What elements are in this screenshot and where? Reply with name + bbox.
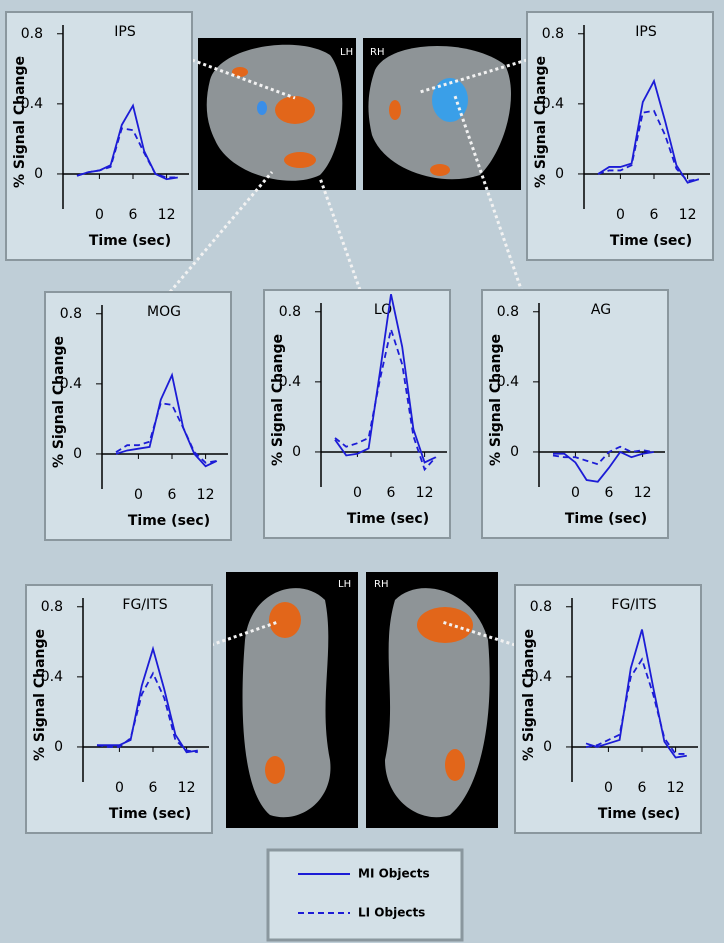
panel-frame — [263, 289, 451, 539]
series-line — [115, 402, 217, 464]
y-axis-label: % Signal Change — [270, 334, 286, 466]
y-tick-label: 0.4 — [279, 374, 301, 390]
y-tick-label: 0.4 — [41, 669, 63, 685]
y-axis-label: % Signal Change — [12, 56, 28, 188]
y-axis-label: % Signal Change — [533, 56, 549, 188]
x-tick-label: 0 — [95, 207, 104, 223]
panel: 0 0.4 0.8 0 6 12 MOG Time (sec) % Signal Change — [44, 291, 232, 541]
x-tick-label: 12 — [667, 780, 685, 796]
y-tick-label: 0 — [543, 739, 552, 755]
x-tick-label: 6 — [168, 487, 177, 503]
legend-label: LI Objects — [358, 906, 425, 920]
y-tick-label: 0.8 — [60, 306, 82, 322]
panel: 0 0.4 0.8 0 6 12 AG Time (sec) % Signal Change — [481, 289, 669, 539]
x-tick-label: 6 — [650, 207, 659, 223]
y-tick-label: 0.8 — [542, 26, 564, 42]
x-tick-label: 12 — [634, 485, 652, 501]
hemisphere-label: RH — [374, 579, 388, 590]
x-axis-label: Time (sec) — [610, 233, 692, 249]
x-tick-label: 6 — [129, 207, 138, 223]
x-tick-label: 0 — [134, 487, 143, 503]
panel-frame — [481, 289, 669, 539]
hemisphere-label: RH — [370, 47, 384, 58]
legend-label: MI Objects — [358, 867, 430, 881]
y-axis-label: % Signal Change — [521, 629, 537, 761]
legend — [266, 848, 464, 942]
x-axis-label: Time (sec) — [598, 806, 680, 822]
panel-frame — [25, 584, 213, 834]
y-tick-label: 0.8 — [530, 599, 552, 615]
y-axis-label: % Signal Change — [51, 336, 67, 468]
series-line — [553, 450, 654, 483]
x-tick-label: 12 — [178, 780, 196, 796]
chart-title: FG/ITS — [611, 597, 656, 613]
hemisphere-label: LH — [340, 47, 353, 58]
y-tick-label: 0.4 — [497, 374, 519, 390]
panel: 0 0.4 0.8 0 6 12 FG/ITS Time (sec) % Signal Chan… — [25, 584, 213, 834]
x-axis-label: Time (sec) — [565, 511, 647, 527]
x-tick-label: 0 — [353, 485, 362, 501]
y-tick-label: 0.4 — [21, 96, 43, 112]
panel: 0 0.4 0.8 0 6 12 FG/ITS Time (sec) % Signal Chan… — [514, 584, 702, 834]
x-tick-label: 6 — [149, 780, 158, 796]
x-tick-label: 12 — [416, 485, 434, 501]
y-tick-label: 0 — [555, 166, 564, 182]
y-tick-label: 0 — [73, 446, 82, 462]
panel-frame — [44, 291, 232, 541]
x-tick-label: 0 — [571, 485, 580, 501]
series-line — [76, 127, 178, 179]
chart-title: MOG — [147, 304, 181, 320]
x-axis-label: Time (sec) — [128, 513, 210, 529]
series-line — [334, 325, 437, 472]
series-line — [552, 445, 654, 466]
y-tick-label: 0.8 — [279, 304, 301, 320]
y-tick-label: 0 — [54, 739, 63, 755]
y-tick-label: 0.8 — [41, 599, 63, 615]
x-axis-label: Time (sec) — [89, 233, 171, 249]
x-axis-label: Time (sec) — [109, 806, 191, 822]
hemisphere-label: LH — [338, 579, 351, 590]
panel-frame — [5, 11, 193, 261]
y-tick-label: 0.4 — [530, 669, 552, 685]
x-tick-label: 12 — [197, 487, 215, 503]
x-tick-label: 0 — [616, 207, 625, 223]
series-line — [97, 645, 198, 754]
x-tick-label: 0 — [604, 780, 613, 796]
brain-top — [198, 38, 521, 190]
chart-title: FG/ITS — [122, 597, 167, 613]
y-axis-label: % Signal Change — [488, 334, 504, 466]
y-tick-label: 0.8 — [497, 304, 519, 320]
series-line — [96, 671, 198, 754]
panel: 0 0.4 0.8 0 6 12 IPS Time (sec) % Signal Change — [526, 11, 714, 261]
y-tick-label: 0 — [292, 444, 301, 460]
x-axis-label: Time (sec) — [347, 511, 429, 527]
x-tick-label: 6 — [638, 780, 647, 796]
y-tick-label: 0.4 — [542, 96, 564, 112]
connectors — [168, 58, 528, 647]
x-tick-label: 6 — [605, 485, 614, 501]
y-tick-label: 0 — [34, 166, 43, 182]
brain-bottom — [226, 572, 498, 828]
y-tick-label: 0 — [510, 444, 519, 460]
series-line — [334, 294, 437, 464]
chart-title: IPS — [114, 24, 136, 40]
x-tick-label: 6 — [387, 485, 396, 501]
chart-title: IPS — [635, 24, 657, 40]
x-tick-label: 12 — [158, 207, 176, 223]
panel: 0 0.4 0.8 0 6 12 IPS Time (sec) % Signal Change — [5, 11, 193, 261]
series-line — [115, 372, 218, 468]
x-tick-label: 0 — [115, 780, 124, 796]
series-line — [585, 657, 687, 755]
panel-frame — [514, 584, 702, 834]
series-line — [585, 629, 687, 759]
x-tick-label: 12 — [679, 207, 697, 223]
series-line — [597, 109, 699, 182]
y-axis-label: % Signal Change — [32, 629, 48, 761]
chart-title: AG — [591, 302, 611, 318]
y-tick-label: 0.8 — [21, 26, 43, 42]
panel-frame — [526, 11, 714, 261]
y-tick-label: 0.4 — [60, 376, 82, 392]
